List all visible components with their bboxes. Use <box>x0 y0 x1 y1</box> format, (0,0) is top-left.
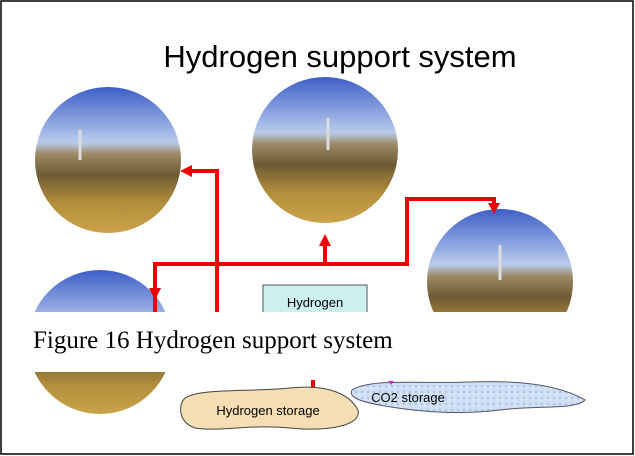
caption-band <box>3 312 631 372</box>
arrow-line <box>190 169 219 320</box>
arrowhead <box>149 288 161 300</box>
storage-label: Hydrogen storage <box>216 403 319 418</box>
photo <box>35 87 181 233</box>
hydrogen-storage-shape <box>180 386 359 430</box>
photo <box>252 77 398 223</box>
marker <box>388 381 394 385</box>
box-label: Hydrogen <box>287 295 343 310</box>
co2-storage-shape <box>350 381 586 414</box>
storage-label: CO2 storage <box>371 390 445 405</box>
arrowhead <box>180 165 192 177</box>
arrowhead <box>319 234 331 246</box>
figure-caption: Figure 16 Hydrogen support system <box>33 327 393 354</box>
arrowhead <box>488 203 500 214</box>
arrow-line <box>153 197 496 320</box>
slide-title: Hydrogen support system <box>163 39 516 74</box>
